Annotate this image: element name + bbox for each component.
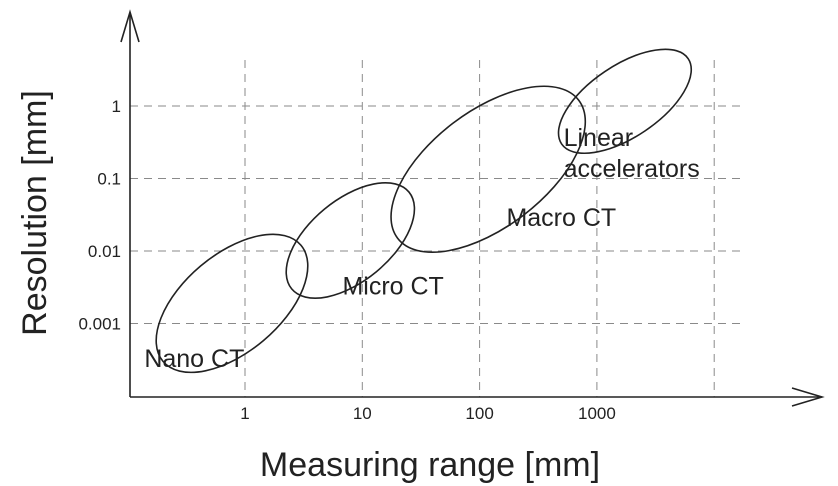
y-tick-label: 0.01 <box>88 242 121 261</box>
region-linear-accelerators <box>557 48 693 155</box>
x-tick-label: 1000 <box>578 404 616 423</box>
region-macro-ct <box>390 85 587 254</box>
axes <box>120 9 825 407</box>
region-label-linear-accelerators: accelerators <box>564 155 700 183</box>
x-axis-arrow <box>791 387 825 407</box>
x-axis-title: Measuring range [mm] <box>260 446 600 484</box>
region-nano-ct <box>155 233 309 374</box>
x-tick-label: 100 <box>465 404 493 423</box>
y-tick-label: 1 <box>112 97 121 116</box>
region-labels: Nano CT Micro CT Macro CT Linear accelerator… <box>144 124 699 373</box>
y-tick-label: 0.1 <box>97 170 121 189</box>
y-axis-arrow <box>120 9 140 43</box>
regions <box>155 48 693 374</box>
y-tick-label: 0.001 <box>78 315 121 334</box>
region-label-nano-ct: Nano CT <box>144 345 244 373</box>
tick-labels: 1 10 100 1000 0.001 0.01 0.1 1 <box>78 97 615 423</box>
region-label-micro-ct: Micro CT <box>342 273 443 301</box>
grid-lines <box>130 60 740 397</box>
x-tick-label: 1 <box>240 404 249 423</box>
region-label-macro-ct: Macro CT <box>506 204 616 232</box>
region-micro-ct <box>285 181 416 299</box>
region-label-linear-accelerators: Linear <box>564 124 634 152</box>
x-tick-label: 10 <box>353 404 372 423</box>
y-axis-title: Resolution [mm] <box>16 90 54 336</box>
